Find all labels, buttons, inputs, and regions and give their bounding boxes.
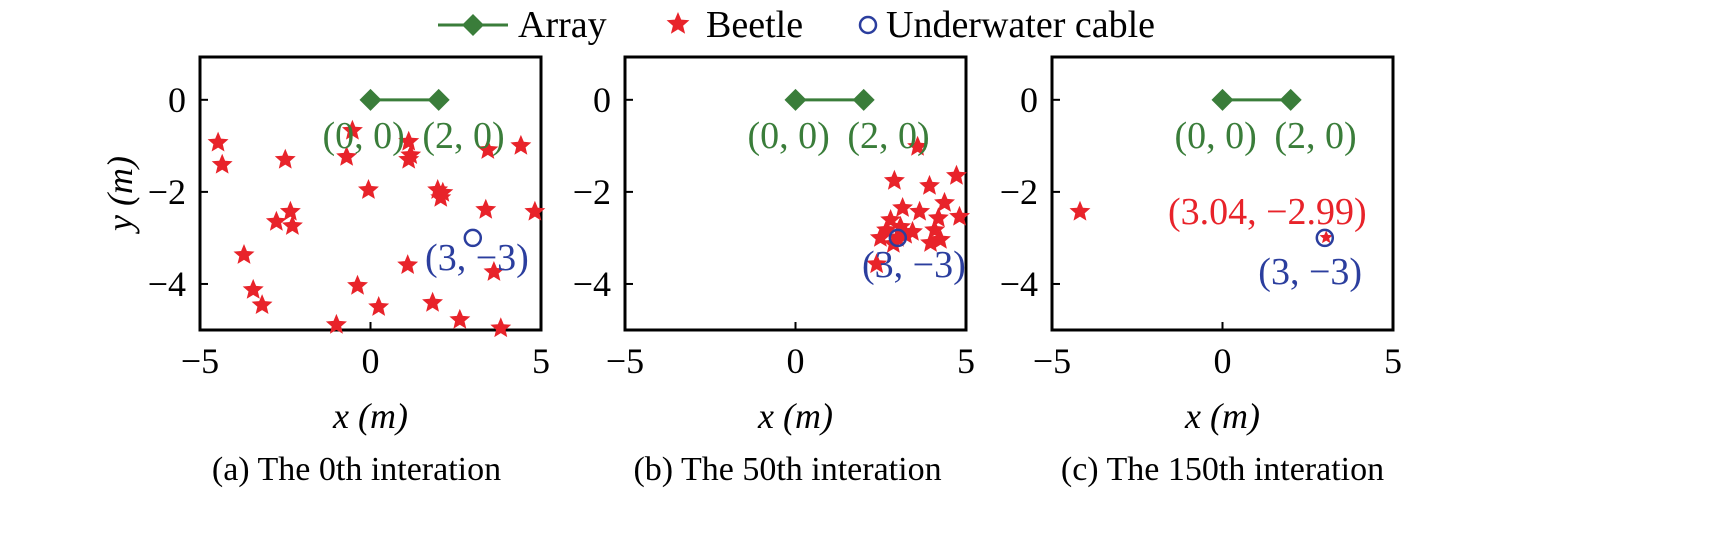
beetle-point (265, 210, 287, 231)
best-beetle-label: (3.04, −2.99) (1168, 191, 1367, 233)
panel-caption: (c) The 150th interation (1061, 451, 1384, 488)
array-node (359, 88, 382, 111)
x-tick-label: −5 (606, 341, 644, 381)
beetle-point (398, 130, 420, 151)
beetle-point (233, 244, 255, 264)
array-node (852, 88, 875, 111)
beetle-point (432, 181, 454, 202)
beetle-point (949, 205, 970, 226)
y-tick-label: −2 (148, 172, 186, 212)
y-tick-label: 0 (168, 80, 186, 120)
beetle-point (342, 119, 363, 140)
legend-label-beetle: Beetle (706, 4, 803, 46)
x-tick-label: 5 (957, 341, 975, 381)
beetle-point (902, 220, 923, 241)
array-label: (0, 0) (1175, 115, 1257, 157)
beetle-point (336, 145, 358, 166)
beetle-point (368, 296, 390, 316)
beetle-point (907, 135, 928, 156)
cable-point (463, 228, 483, 248)
cable-label: (3, −3) (425, 237, 529, 279)
beetle-point (510, 134, 532, 155)
beetle-point (211, 153, 233, 174)
x-tick-label: 5 (532, 341, 550, 381)
array-node (1279, 88, 1302, 111)
y-tick-label: −2 (573, 172, 611, 212)
beetle-point (251, 294, 273, 314)
beetle-point (483, 261, 505, 281)
legend-beetle-marker (666, 12, 690, 34)
y-tick-label: 0 (593, 80, 611, 120)
beetle-point (920, 232, 941, 252)
beetle-point (477, 139, 499, 159)
beetle-point (882, 232, 904, 253)
x-axis-label: x (m) (332, 396, 408, 436)
x-tick-label: −5 (181, 341, 219, 381)
array-label: (2, 0) (1274, 115, 1356, 157)
beetle-point (397, 254, 419, 274)
beetle-point (475, 198, 497, 219)
beetle-point (934, 191, 955, 212)
beetle-point (398, 148, 420, 169)
beetle-point (1069, 200, 1091, 221)
y-tick-label: −4 (1000, 264, 1038, 304)
beetle-point (490, 317, 512, 338)
x-axis-label: x (m) (757, 396, 833, 436)
x-tick-label: 0 (787, 341, 805, 381)
panel-0: −5 0 5 0 −2 −4 x (m) y (m) (a) The 0th interatio… (100, 55, 550, 488)
beetle-point (422, 291, 443, 312)
y-tick-label: −2 (1000, 172, 1038, 212)
beetle-point (281, 215, 303, 235)
beetle-point (883, 169, 905, 190)
beetle-point (946, 164, 967, 185)
array-node (784, 88, 807, 111)
beetle-point (892, 197, 913, 217)
y-tick-label: −4 (148, 264, 186, 304)
panel-2: −5 0 5 0 −2 −4 x (m) (c) The 150th interation (0… (1000, 55, 1402, 488)
array-node (427, 88, 450, 111)
cable-label: (3, −3) (1258, 251, 1362, 293)
beetle-point (909, 200, 931, 221)
array-label: (2, 0) (847, 115, 929, 157)
legend-label-cable: Underwater cable (886, 4, 1155, 46)
beetle-point (207, 131, 229, 152)
y-axis-label: y (m) (100, 156, 140, 234)
beetle-point (279, 200, 301, 221)
legend: Array Beetle Underwater cable (438, 4, 1155, 46)
y-tick-label: −4 (573, 264, 611, 304)
beetle-point (274, 148, 296, 169)
beetle-point (887, 226, 908, 247)
beetle-point (449, 308, 471, 329)
legend-cable-marker (858, 15, 878, 35)
panel-caption: (a) The 0th interation (212, 451, 501, 488)
panel-caption: (b) The 50th interation (633, 451, 941, 488)
beetle-point (919, 174, 940, 195)
beetle-point (325, 313, 347, 334)
array-label: (0, 0) (748, 115, 830, 157)
cable-point (888, 228, 908, 248)
array-label: (2, 0) (422, 115, 504, 157)
beetle-point (1319, 230, 1333, 244)
x-axis-label: x (m) (1184, 396, 1260, 436)
legend-array-marker (462, 14, 484, 36)
cable-label: (3, −3) (862, 244, 966, 286)
cable-point (1315, 228, 1335, 248)
x-tick-label: −5 (1033, 341, 1071, 381)
beetle-point (927, 207, 949, 227)
beetle-point (866, 253, 888, 274)
legend-label-array: Array (518, 4, 607, 46)
beetle-point (358, 179, 379, 199)
x-tick-label: 0 (362, 341, 380, 381)
x-tick-label: 5 (1384, 341, 1402, 381)
y-tick-label: 0 (1020, 80, 1038, 120)
array-node (1211, 88, 1234, 111)
x-tick-label: 0 (1214, 341, 1232, 381)
panel-1: −5 0 5 0 −2 −4 x (m) (b) The 50th interation (0,… (573, 55, 975, 488)
beetle-point (242, 278, 264, 299)
beetle-point (524, 200, 546, 221)
beetle-point (347, 274, 368, 295)
array-label: (0, 0) (323, 115, 405, 157)
